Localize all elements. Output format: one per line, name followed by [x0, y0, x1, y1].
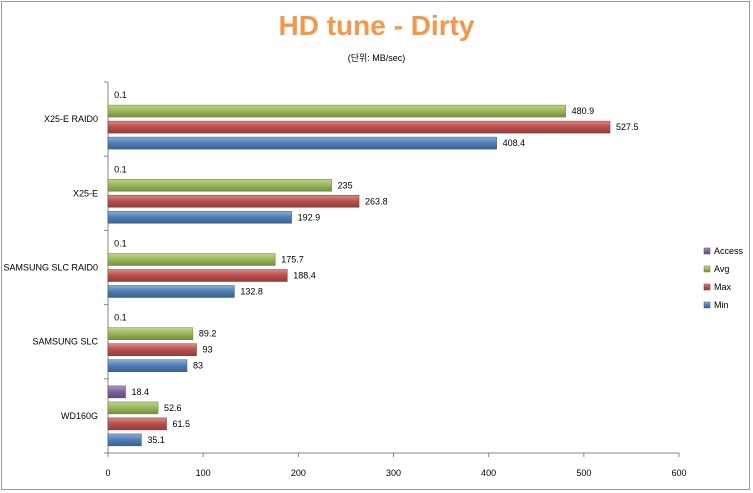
legend-swatch-access	[703, 247, 711, 255]
x-tick-label: 400	[481, 468, 496, 478]
category-label: SAMSUNG SLC RAID0	[3, 263, 98, 273]
bar-avg	[107, 401, 159, 415]
data-label: 192.9	[298, 212, 321, 222]
legend-swatch-avg	[703, 265, 711, 273]
x-tick-label: 300	[386, 468, 401, 478]
category-label: X25-E	[73, 188, 98, 198]
legend-swatch-max	[703, 283, 711, 291]
data-label: 0.1	[114, 239, 127, 249]
chart-subtitle: (단위: MB/sec)	[347, 53, 406, 63]
data-label: 175.7	[281, 255, 304, 265]
bar-min	[107, 359, 188, 372]
data-label: 527.5	[616, 122, 639, 132]
bar-min	[107, 136, 497, 150]
legend-label-avg: Avg	[714, 264, 729, 274]
bar-min	[107, 433, 142, 447]
bar-max	[107, 120, 611, 134]
legend-label-min: Min	[714, 300, 729, 310]
category-label: X25-E RAID0	[44, 114, 98, 124]
legend-swatch-min	[703, 301, 711, 309]
x-tick-label: 0	[105, 468, 110, 478]
legend-label-max: Max	[714, 282, 732, 292]
data-label: 188.4	[293, 271, 316, 281]
bar-avg	[107, 179, 332, 192]
data-label: 18.4	[132, 387, 150, 397]
bar-max	[107, 269, 288, 282]
data-label: 0.1	[114, 313, 127, 323]
x-tick-label: 600	[671, 468, 686, 478]
bar-avg	[107, 327, 194, 340]
data-label: 235	[338, 180, 353, 190]
bar-avg	[107, 104, 566, 118]
bar-avg	[107, 253, 276, 266]
data-label: 89.2	[199, 329, 217, 339]
data-label: 35.1	[147, 435, 165, 445]
bar-max	[107, 195, 360, 208]
data-label: 263.8	[365, 196, 388, 206]
data-label: 408.4	[503, 138, 526, 148]
bar-max	[107, 343, 197, 356]
data-label: 480.9	[572, 106, 595, 116]
bar-access	[107, 385, 126, 399]
bar-min	[107, 211, 292, 224]
x-tick-label: 500	[576, 468, 591, 478]
data-label: 0.1	[114, 90, 127, 100]
bar-min	[107, 285, 235, 298]
plot-area: 0 100 200 300 400 500 600 X25-E RAID0 0.1 480.9 52…	[3, 81, 687, 478]
data-label: 83	[193, 361, 203, 371]
chart-title: HD tune - Dirty	[278, 10, 475, 41]
category-label: WD160G	[61, 411, 98, 421]
bar-max	[107, 417, 167, 431]
data-label: 61.5	[173, 419, 191, 429]
category-label: SAMSUNG SLC	[32, 337, 98, 347]
data-label: 52.6	[164, 403, 182, 413]
data-label: 0.1	[114, 164, 127, 174]
data-label: 132.8	[240, 287, 263, 297]
x-tick-label: 100	[196, 468, 211, 478]
data-label: 93	[203, 345, 213, 355]
x-tick-label: 200	[291, 468, 306, 478]
legend-label-access: Access	[714, 246, 744, 256]
legend: Access Avg Max Min	[703, 246, 744, 310]
